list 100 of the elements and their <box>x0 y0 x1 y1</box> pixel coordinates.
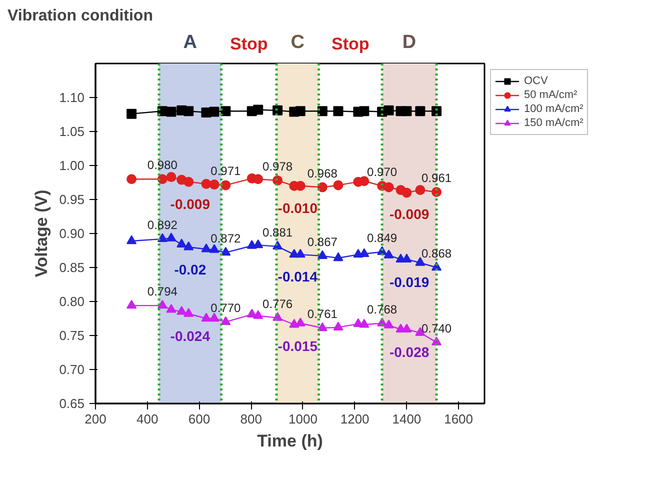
point <box>384 105 394 116</box>
point <box>317 106 328 116</box>
y-tick-label: 0.80 <box>59 294 85 309</box>
annotation: -0.02 <box>174 261 206 278</box>
x-tick-label: 600 <box>188 412 210 426</box>
point <box>184 241 194 250</box>
annotation: 0.961 <box>422 171 452 186</box>
point <box>209 244 220 253</box>
point <box>220 316 231 325</box>
x-tick-label: 800 <box>240 412 262 426</box>
x-tick-label: 1200 <box>340 412 370 426</box>
point <box>220 246 231 256</box>
point <box>184 106 194 116</box>
y-tick-label: 1.05 <box>59 124 85 139</box>
annotation: 0.849 <box>367 230 398 245</box>
point <box>384 250 394 258</box>
chart-title: Vibration condition <box>8 8 153 24</box>
point <box>317 250 328 260</box>
point <box>176 238 187 248</box>
point <box>384 182 394 192</box>
annotation: -0.009 <box>389 206 430 222</box>
annotation: -0.028 <box>389 344 430 360</box>
annotation: -0.024 <box>170 328 210 344</box>
point <box>253 174 264 184</box>
point <box>415 106 426 116</box>
annotation: 0.867 <box>307 234 338 249</box>
point <box>402 188 412 198</box>
annotation: 0.740 <box>422 321 452 336</box>
point <box>415 184 426 195</box>
y-tick-label: 0.90 <box>59 226 85 241</box>
point <box>253 239 264 248</box>
y-tick-label: 1.00 <box>59 158 85 173</box>
annotation: 0.881 <box>262 225 293 240</box>
point <box>209 312 220 322</box>
point <box>157 300 168 309</box>
point <box>333 322 344 330</box>
annotation: 0.761 <box>307 307 338 322</box>
point <box>201 312 212 322</box>
point <box>166 232 176 242</box>
point <box>176 306 187 315</box>
x-tick-label: 200 <box>84 412 106 426</box>
annotation: 0.978 <box>262 159 293 174</box>
y-tick-label: 1.10 <box>59 90 85 105</box>
annotation: 0.971 <box>210 164 242 178</box>
y-axis-title: Voltage (V) <box>32 190 52 278</box>
annotation: 0.892 <box>147 218 178 232</box>
annotation: -0.014 <box>278 268 318 285</box>
point <box>384 320 394 328</box>
annotation: 0.968 <box>307 166 338 180</box>
band-label: A <box>183 32 198 53</box>
legend-label: 100 mA/cm² <box>524 102 584 116</box>
point <box>209 180 220 190</box>
legend-label: OCV <box>524 74 548 88</box>
legend-label: 50 mA/cm² <box>524 88 578 102</box>
annotation: 0.768 <box>367 302 398 316</box>
y-tick-label: 0.70 <box>59 362 85 377</box>
x-tick-label: 1000 <box>288 412 318 426</box>
annotation: -0.010 <box>278 200 318 216</box>
annotation: 0.776 <box>262 296 293 311</box>
point <box>317 322 328 332</box>
legend-label: 150 mA/cm² <box>524 116 584 130</box>
x-axis-title: Time (h) <box>257 432 323 450</box>
point <box>402 106 412 116</box>
point <box>166 172 176 182</box>
point <box>126 235 137 244</box>
annotation: 0.770 <box>210 300 242 315</box>
point <box>166 304 176 313</box>
annotation: 0.868 <box>422 246 452 260</box>
point <box>253 310 264 319</box>
point <box>415 257 426 266</box>
annotation: 0.980 <box>147 158 178 172</box>
point <box>184 176 194 187</box>
point <box>295 106 306 116</box>
y-tick-label: 0.85 <box>59 260 85 275</box>
point <box>126 108 137 119</box>
band-label: D <box>402 32 416 53</box>
point <box>201 243 212 252</box>
point <box>220 180 231 190</box>
point <box>253 104 264 115</box>
point <box>126 174 137 184</box>
point <box>184 308 194 317</box>
point <box>157 233 168 242</box>
y-tick-label: 0.65 <box>59 396 85 411</box>
point <box>295 318 306 326</box>
x-tick-label: 1400 <box>392 412 422 426</box>
point <box>359 318 370 328</box>
point <box>333 106 344 116</box>
annotation: 0.970 <box>367 164 398 179</box>
annotation: -0.009 <box>170 196 210 212</box>
point <box>220 106 231 116</box>
point <box>201 178 212 189</box>
text: Stop <box>230 34 268 54</box>
point <box>126 300 137 309</box>
point <box>166 106 176 117</box>
annotation: 0.872 <box>210 232 242 246</box>
point <box>295 248 306 258</box>
text: Stop <box>332 34 370 54</box>
annotation: -0.019 <box>389 274 430 290</box>
band-label: C <box>290 32 305 53</box>
y-tick-label: 0.75 <box>59 328 85 343</box>
